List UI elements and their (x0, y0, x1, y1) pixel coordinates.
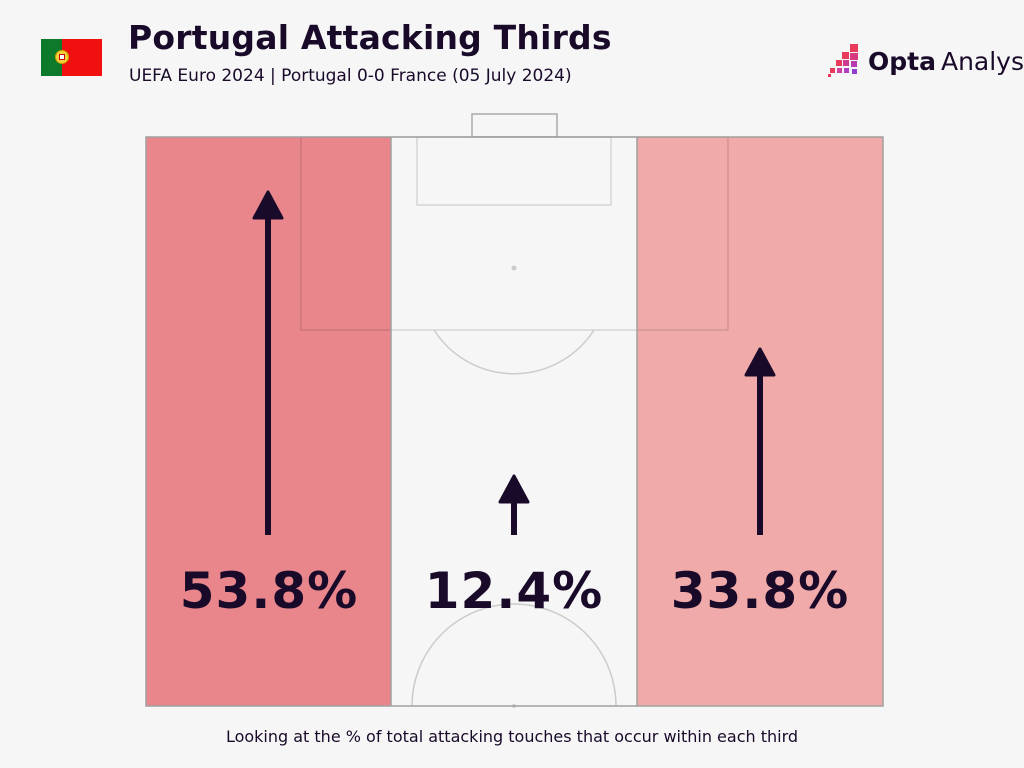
left-third-value: 53.8% (179, 562, 359, 620)
goal (471, 113, 558, 138)
center-third-value: 12.4% (424, 562, 604, 620)
center-arrow-icon (498, 474, 530, 535)
opta-analyst-logo: Opta Analyst (828, 44, 1024, 78)
pitch-boundary (145, 136, 884, 707)
penalty-spot (511, 265, 517, 271)
left-arrow-icon (252, 190, 284, 535)
logo-product: Analyst (940, 46, 1024, 76)
opta-logo-icon (828, 44, 858, 77)
portugal-flag-icon (41, 39, 102, 76)
penalty-arc (433, 329, 595, 375)
right-arrow-icon (744, 347, 776, 535)
chart-subtitle: UEFA Euro 2024 | Portugal 0-0 France (05… (129, 66, 572, 86)
chart-title: Portugal Attacking Thirds (128, 18, 612, 57)
logo-brand: Opta (868, 46, 936, 76)
center-circle (411, 603, 617, 707)
footer-note: Looking at the % of total attacking touc… (225, 727, 799, 746)
right-third-value: 33.8% (670, 562, 850, 620)
center-third-zone (391, 137, 637, 706)
